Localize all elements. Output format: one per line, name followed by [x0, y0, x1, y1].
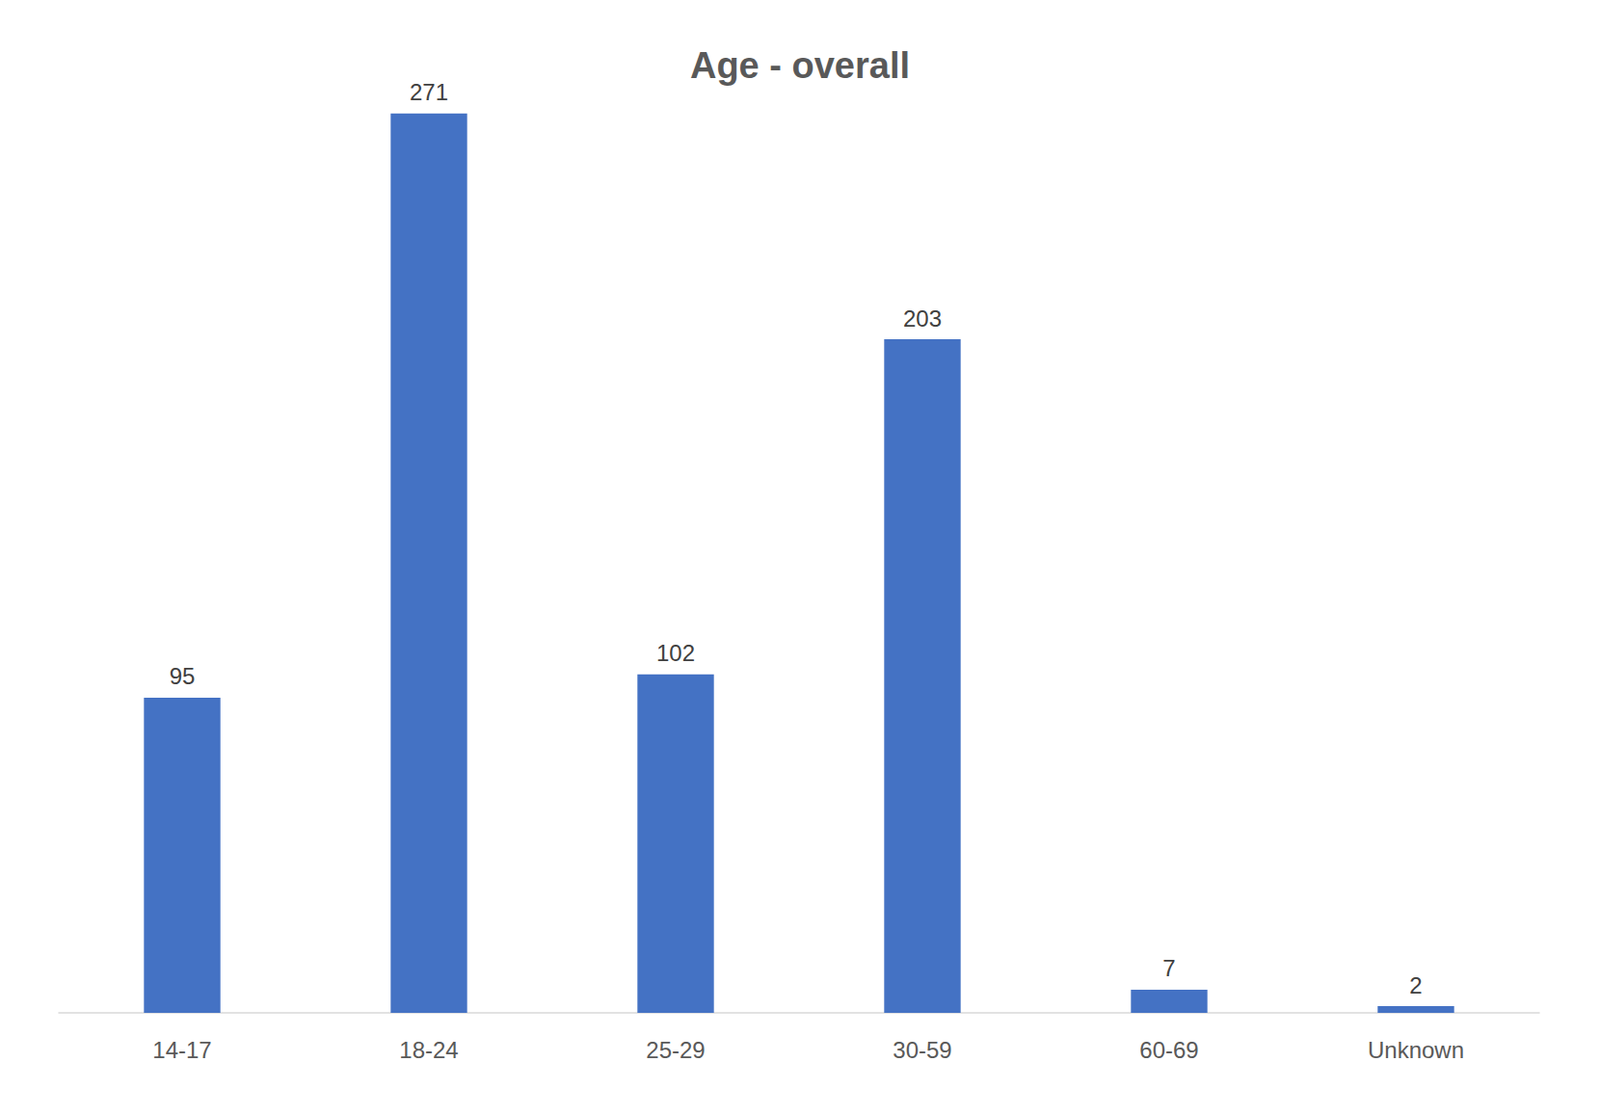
svg-text:30-59: 30-59	[892, 1037, 952, 1064]
svg-text:203: 203	[903, 305, 942, 332]
svg-text:25-29: 25-29	[645, 1037, 705, 1064]
svg-text:Unknown: Unknown	[1367, 1037, 1465, 1064]
svg-text:7: 7	[1162, 955, 1175, 982]
svg-text:18-24: 18-24	[399, 1037, 458, 1064]
svg-text:95: 95	[169, 663, 196, 690]
svg-text:2: 2	[1409, 972, 1422, 999]
svg-text:Age - overall: Age - overall	[690, 45, 910, 86]
svg-text:102: 102	[656, 640, 695, 667]
svg-text:271: 271	[409, 79, 449, 106]
svg-text:60-69: 60-69	[1139, 1037, 1199, 1064]
svg-text:14-17: 14-17	[152, 1037, 212, 1064]
